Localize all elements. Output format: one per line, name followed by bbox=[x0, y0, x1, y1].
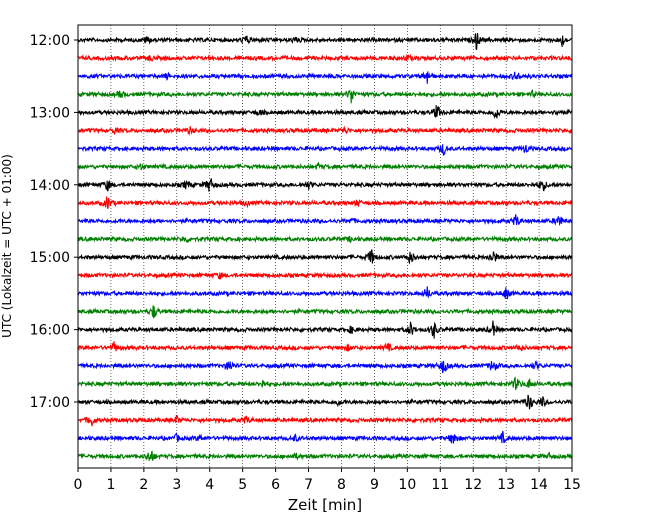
trace-layer bbox=[77, 32, 573, 461]
x-tick-label: 12 bbox=[464, 477, 482, 493]
x-tick-label: 10 bbox=[398, 477, 416, 493]
x-tick-label: 15 bbox=[563, 477, 581, 493]
trace-line bbox=[77, 53, 573, 63]
trace-line bbox=[77, 305, 573, 319]
trace-line bbox=[77, 341, 573, 352]
trace-line bbox=[77, 214, 573, 227]
trace-line bbox=[77, 105, 573, 119]
trace-line bbox=[77, 32, 573, 51]
y-tick-label: 17:00 bbox=[30, 395, 70, 411]
grid-layer bbox=[110, 25, 540, 468]
x-tick-label: 11 bbox=[431, 477, 449, 493]
y-tick-label: 14:00 bbox=[30, 178, 70, 194]
trace-line bbox=[77, 178, 573, 192]
trace-line bbox=[77, 414, 573, 427]
trace-line bbox=[77, 196, 573, 209]
y-axis-label: UTC (Lokalzeit = UTC + 01:00) bbox=[0, 154, 14, 338]
trace-line bbox=[77, 89, 573, 104]
x-tick-label: 1 bbox=[106, 477, 115, 493]
x-tick-label: 13 bbox=[497, 477, 515, 493]
y-tick-label: 13:00 bbox=[30, 105, 70, 121]
x-tick-label: 9 bbox=[370, 477, 379, 493]
x-tick-label: 8 bbox=[337, 477, 346, 493]
trace-line bbox=[77, 286, 573, 300]
trace-line bbox=[77, 430, 573, 444]
y-tick-label: 16:00 bbox=[30, 323, 70, 339]
x-tick-label: 0 bbox=[74, 477, 83, 493]
y-tick-label: 15:00 bbox=[30, 250, 70, 266]
trace-line bbox=[77, 320, 573, 339]
trace-line bbox=[77, 235, 573, 244]
y-tick-label: 12:00 bbox=[30, 33, 70, 49]
x-axis-label: Zeit [min] bbox=[288, 496, 362, 514]
x-tick-label: 7 bbox=[304, 477, 313, 493]
x-tick-label: 6 bbox=[271, 477, 280, 493]
trace-line bbox=[77, 376, 573, 391]
plot-frame bbox=[77, 24, 573, 469]
trace-line bbox=[77, 394, 573, 410]
x-tick-label: 3 bbox=[172, 477, 181, 493]
trace-line bbox=[77, 271, 573, 280]
trace-line bbox=[77, 161, 573, 171]
trace-line bbox=[77, 125, 573, 137]
trace-line bbox=[77, 71, 573, 84]
trace-line bbox=[77, 359, 573, 374]
axis-layer: 0 1 2 3 4 5 6 7 8 9 10 11 12 13 14 1512:0013:0014:0015:… bbox=[30, 33, 581, 493]
x-tick-label: 5 bbox=[238, 477, 247, 493]
x-tick-label: 2 bbox=[139, 477, 148, 493]
x-tick-label: 14 bbox=[530, 477, 548, 493]
x-tick-label: 4 bbox=[205, 477, 214, 493]
trace-line bbox=[77, 249, 573, 265]
trace-line bbox=[77, 144, 573, 156]
trace-line bbox=[77, 450, 573, 461]
